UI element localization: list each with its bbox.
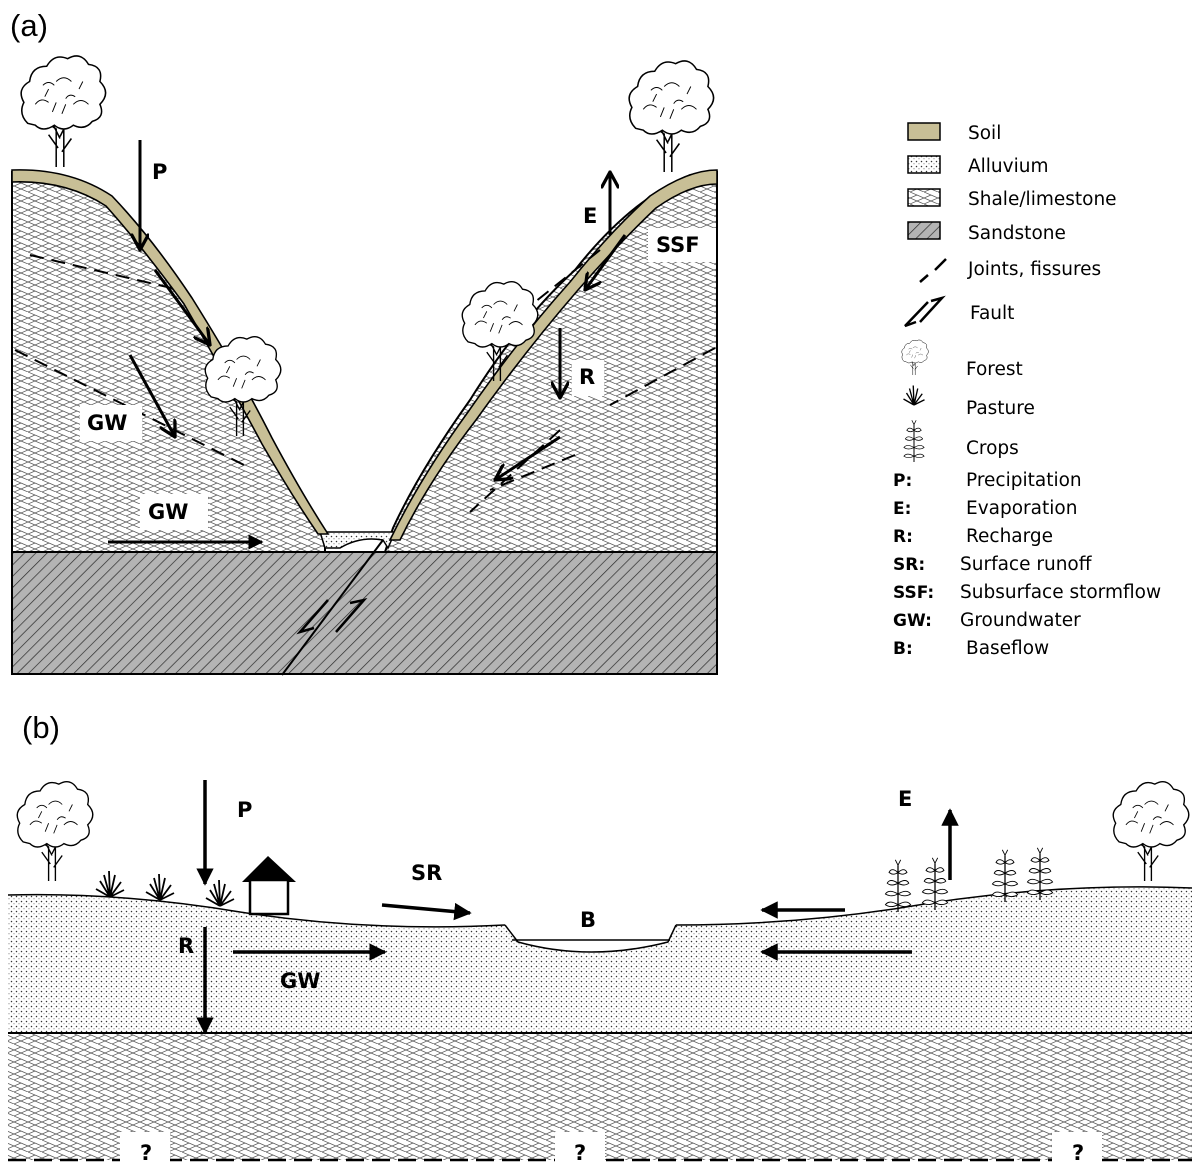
dashed-line-icon xyxy=(934,258,947,271)
label-e: E xyxy=(583,204,597,228)
legend-label-joints: Joints, fissures xyxy=(967,259,1101,280)
grass-icon xyxy=(205,879,235,907)
label-b: B xyxy=(580,908,596,932)
legend-abbr: GW: xyxy=(893,611,932,631)
fault-arrows-icon xyxy=(904,295,946,328)
legend-meaning: Recharge xyxy=(966,526,1053,547)
crop-icon xyxy=(884,859,912,913)
legend-swatch-shale xyxy=(907,188,941,207)
legend-label-soil: Soil xyxy=(968,123,1001,144)
legend: Soil Alluvium Shale/limestone Sandstone … xyxy=(893,122,1161,659)
legend-meaning: Precipitation xyxy=(966,470,1082,491)
legend-abbr: R: xyxy=(893,527,913,547)
label-r: R xyxy=(178,934,194,958)
legend-abbr: SR: xyxy=(893,555,925,575)
legend-abbr: E: xyxy=(893,499,911,519)
legend-meaning: Subsurface stormflow xyxy=(960,582,1161,603)
label-gw-upper: GW xyxy=(87,411,127,435)
label-gw: GW xyxy=(280,969,320,993)
tree-icon xyxy=(901,339,929,376)
legend-abbr: P: xyxy=(893,471,912,491)
legend-label-sandstone: Sandstone xyxy=(968,223,1066,244)
fault-line xyxy=(281,539,384,676)
legend-label-crops: Crops xyxy=(966,438,1019,459)
alluvium-upper-layer xyxy=(8,886,1192,1033)
crop-icon xyxy=(921,857,949,911)
tree-icon xyxy=(628,60,715,173)
house-icon xyxy=(242,856,296,916)
unknown-mark: ? xyxy=(140,1141,152,1165)
panel-b-cross-section: ? ? ? P E SR B R GW xyxy=(7,780,1193,1168)
grass-icon xyxy=(95,870,125,898)
sandstone-layer xyxy=(11,551,718,675)
ground-surface xyxy=(7,886,1193,928)
surface-flow-arrow xyxy=(153,269,210,345)
label-gw-lower: GW xyxy=(148,500,188,524)
crop-icon xyxy=(903,419,925,463)
panel-a-cross-section: P E SSF R GW GW xyxy=(11,55,718,676)
soil-left xyxy=(11,169,330,535)
label-p: P xyxy=(152,160,167,184)
dashed-line-icon xyxy=(919,274,929,283)
valley-alluvium xyxy=(318,531,397,550)
tree-icon xyxy=(1112,780,1190,882)
joints-right xyxy=(469,249,716,513)
legend-meaning: Evaporation xyxy=(966,498,1077,519)
surface-runoff-arrow xyxy=(381,902,472,921)
label-ssf: SSF xyxy=(656,233,700,257)
tree-icon xyxy=(20,55,107,168)
label-sr: SR xyxy=(411,861,442,885)
legend-label-shale: Shale/limestone xyxy=(968,189,1117,210)
groundwater-arrow-upper xyxy=(128,354,175,437)
panel-a-tag: (a) xyxy=(10,8,48,43)
legend-label-forest: Forest xyxy=(966,359,1023,380)
joints-left xyxy=(14,254,251,469)
deep-flow-arrow xyxy=(495,435,561,480)
legend-abbr: SSF: xyxy=(893,583,934,603)
stream-channel xyxy=(504,924,677,953)
unknown-mark: ? xyxy=(574,1141,586,1165)
label-p: P xyxy=(237,798,252,822)
legend-label-fault: Fault xyxy=(970,303,1014,324)
fault-arrows xyxy=(296,597,368,635)
legend-label-pasture: Pasture xyxy=(966,398,1035,419)
label-e: E xyxy=(898,787,912,811)
legend-swatch-soil xyxy=(907,122,941,141)
legend-swatch-alluvium xyxy=(907,155,941,174)
crop-icon xyxy=(991,849,1019,903)
legend-abbr: B: xyxy=(893,639,913,659)
label-r: R xyxy=(579,365,595,389)
legend-swatch-sandstone xyxy=(907,221,941,240)
legend-meaning: Baseflow xyxy=(966,638,1049,659)
legend-label-alluvium: Alluvium xyxy=(968,156,1049,177)
panel-b-tag: (b) xyxy=(22,710,60,745)
legend-meaning: Groundwater xyxy=(960,610,1081,631)
crop-icon xyxy=(1026,847,1054,901)
unknown-mark: ? xyxy=(1072,1141,1084,1165)
grass-icon xyxy=(145,873,175,901)
subsurface-stormflow-arrow xyxy=(585,234,627,290)
legend-meaning: Surface runoff xyxy=(960,554,1093,575)
grass-icon xyxy=(902,384,926,406)
tree-icon xyxy=(16,780,94,882)
